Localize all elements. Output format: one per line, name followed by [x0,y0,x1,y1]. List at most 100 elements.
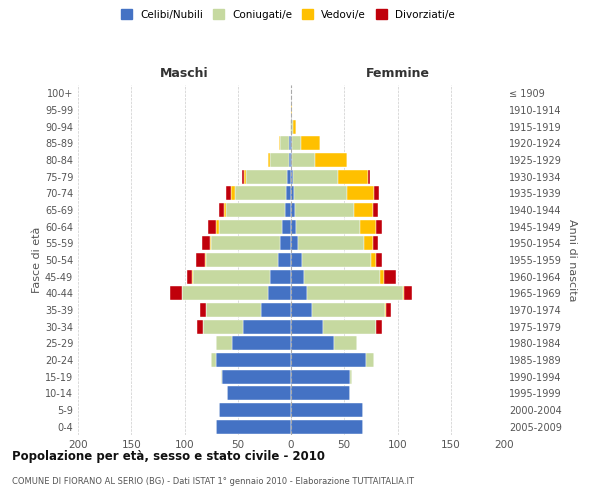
Bar [403,286,404,300]
Bar [307,286,403,300]
Bar [286,186,291,200]
Bar [298,236,364,250]
Bar [226,186,232,200]
Bar [218,403,291,417]
Bar [316,153,347,167]
Bar [291,236,298,250]
Bar [197,320,203,334]
Y-axis label: Fasce di età: Fasce di età [32,227,42,293]
Bar [261,303,291,317]
Bar [291,420,364,434]
Bar [371,253,376,267]
Y-axis label: Anni di nascita: Anni di nascita [567,218,577,301]
Bar [291,286,307,300]
Bar [347,186,374,200]
Bar [182,286,268,300]
Bar [376,253,382,267]
Bar [373,236,379,250]
Bar [227,386,291,400]
Bar [268,153,270,167]
Bar [291,153,292,167]
Text: Maschi: Maschi [160,67,209,80]
Bar [192,270,193,284]
Bar [170,286,182,300]
Bar [295,203,354,217]
Bar [360,220,376,234]
Bar [323,320,376,334]
Bar [211,236,280,250]
Bar [385,303,386,317]
Bar [210,236,211,250]
Bar [224,203,226,217]
Bar [232,336,291,350]
Bar [291,403,364,417]
Bar [217,220,218,234]
Bar [244,170,246,183]
Bar [404,286,412,300]
Bar [304,270,380,284]
Bar [232,186,235,200]
Bar [221,370,222,384]
Bar [291,170,293,183]
Bar [292,136,301,150]
Bar [291,253,302,267]
Bar [296,220,360,234]
Bar [287,170,291,183]
Bar [205,253,206,267]
Bar [354,203,373,217]
Bar [334,336,357,350]
Bar [226,203,284,217]
Bar [217,353,291,367]
Bar [268,286,291,300]
Bar [386,303,391,317]
Bar [291,336,334,350]
Text: Popolazione per età, sesso e stato civile - 2010: Popolazione per età, sesso e stato civil… [12,450,325,463]
Legend: Celibi/Nubili, Coniugati/e, Vedovi/e, Divorziati/e: Celibi/Nubili, Coniugati/e, Vedovi/e, Di… [117,5,459,24]
Bar [196,253,205,267]
Bar [301,136,320,150]
Bar [338,170,368,183]
Bar [364,236,373,250]
Bar [291,370,350,384]
Bar [294,186,347,200]
Bar [217,336,232,350]
Bar [291,120,293,134]
Bar [291,270,304,284]
Bar [350,370,352,384]
Bar [270,153,289,167]
Bar [284,203,291,217]
Bar [193,270,270,284]
Bar [293,170,338,183]
Bar [218,203,224,217]
Bar [376,320,382,334]
Bar [202,236,210,250]
Bar [291,203,295,217]
Bar [206,303,261,317]
Bar [187,270,192,284]
Bar [373,203,379,217]
Bar [292,153,316,167]
Bar [291,186,294,200]
Text: COMUNE DI FIORANO AL SERIO (BG) - Dati ISTAT 1° gennaio 2010 - Elaborazione TUTT: COMUNE DI FIORANO AL SERIO (BG) - Dati I… [12,478,414,486]
Bar [222,370,291,384]
Bar [278,253,291,267]
Bar [246,170,287,183]
Bar [289,153,291,167]
Bar [380,270,383,284]
Bar [280,236,291,250]
Bar [291,220,296,234]
Bar [291,320,323,334]
Bar [313,303,385,317]
Bar [243,320,291,334]
Bar [291,386,350,400]
Bar [211,353,217,367]
Bar [270,270,291,284]
Bar [208,220,217,234]
Bar [302,253,371,267]
Bar [235,186,286,200]
Bar [291,353,365,367]
Bar [291,136,292,150]
Bar [242,170,244,183]
Bar [376,220,382,234]
Bar [283,220,291,234]
